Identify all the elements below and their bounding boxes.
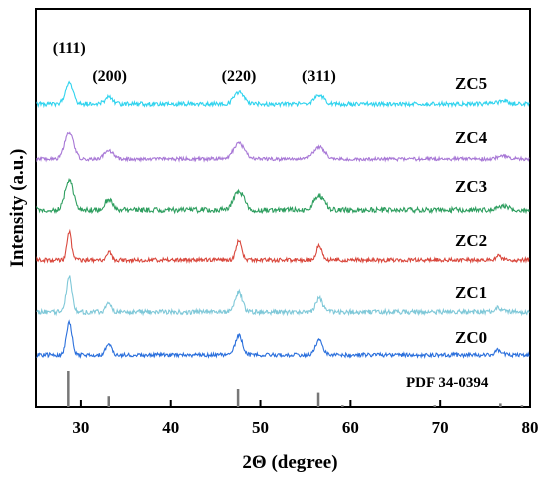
x-axis-title: 2Θ (degree) [242,452,337,473]
series-label-ZC2: ZC2 [455,231,487,250]
series-ZC4 [36,131,530,163]
series-label-ZC5: ZC5 [455,74,487,93]
reference-label: PDF 34-0394 [406,375,489,391]
x-tick-label-40: 40 [162,418,179,437]
peak-label-0: (111) [53,40,86,57]
series-ZC1 [36,275,530,317]
peak-label-1: (200) [92,68,127,85]
x-tick-label-30: 30 [72,418,89,437]
series-lines [36,80,530,360]
x-tick-label-60: 60 [342,418,359,437]
peak-label-2: (220) [222,68,257,85]
peak-labels: (111) (200) (220) (311) [53,40,336,85]
series-ZC5 [36,80,530,109]
series-labels: ZC5 ZC4 ZC3 ZC2 ZC1 ZC0 [455,74,488,347]
series-ZC3 [36,177,530,215]
y-axis-title: Intensity (a.u.) [7,149,28,268]
series-label-ZC3: ZC3 [455,177,487,196]
x-tick-label-50: 50 [252,418,269,437]
x-axis: 30 40 50 60 70 80 [72,400,539,437]
x-tick-label-80: 80 [522,418,539,437]
plot-frame [35,8,531,408]
reference-lines [67,371,524,407]
series-label-ZC1: ZC1 [455,283,487,302]
x-tick-label-70: 70 [432,418,449,437]
series-ZC2 [36,228,530,265]
series-ZC0 [36,319,530,360]
peak-label-3: (311) [302,68,336,85]
series-label-ZC0: ZC0 [455,328,487,347]
series-label-ZC4: ZC4 [455,128,488,147]
